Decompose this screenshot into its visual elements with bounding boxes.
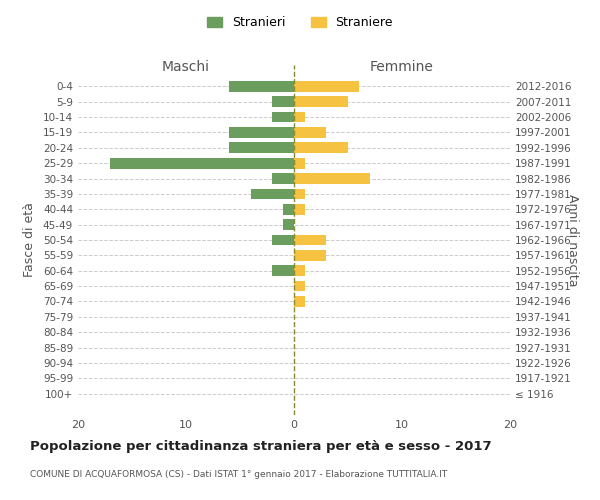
Bar [110,158,294,168]
Bar [294,127,326,138]
Bar [294,96,348,107]
Y-axis label: Fasce di età: Fasce di età [23,202,36,278]
Bar [272,112,294,122]
Bar [294,188,305,200]
Bar [294,204,305,214]
Bar [272,96,294,107]
Text: Popolazione per cittadinanza straniera per età e sesso - 2017: Popolazione per cittadinanza straniera p… [30,440,491,453]
Bar [229,142,294,153]
Bar [294,173,370,184]
Legend: Stranieri, Straniere: Stranieri, Straniere [202,11,398,34]
Y-axis label: Anni di nascita: Anni di nascita [566,194,578,286]
Bar [294,250,326,261]
Text: Maschi: Maschi [162,60,210,74]
Bar [272,173,294,184]
Bar [294,112,305,122]
Bar [283,204,294,214]
Bar [294,280,305,291]
Bar [272,234,294,246]
Bar [294,234,326,246]
Bar [294,142,348,153]
Bar [294,81,359,92]
Bar [294,266,305,276]
Bar [283,219,294,230]
Bar [229,127,294,138]
Bar [294,296,305,307]
Text: COMUNE DI ACQUAFORMOSA (CS) - Dati ISTAT 1° gennaio 2017 - Elaborazione TUTTITAL: COMUNE DI ACQUAFORMOSA (CS) - Dati ISTAT… [30,470,447,479]
Bar [294,158,305,168]
Bar [229,81,294,92]
Text: Femmine: Femmine [370,60,434,74]
Bar [272,266,294,276]
Bar [251,188,294,200]
